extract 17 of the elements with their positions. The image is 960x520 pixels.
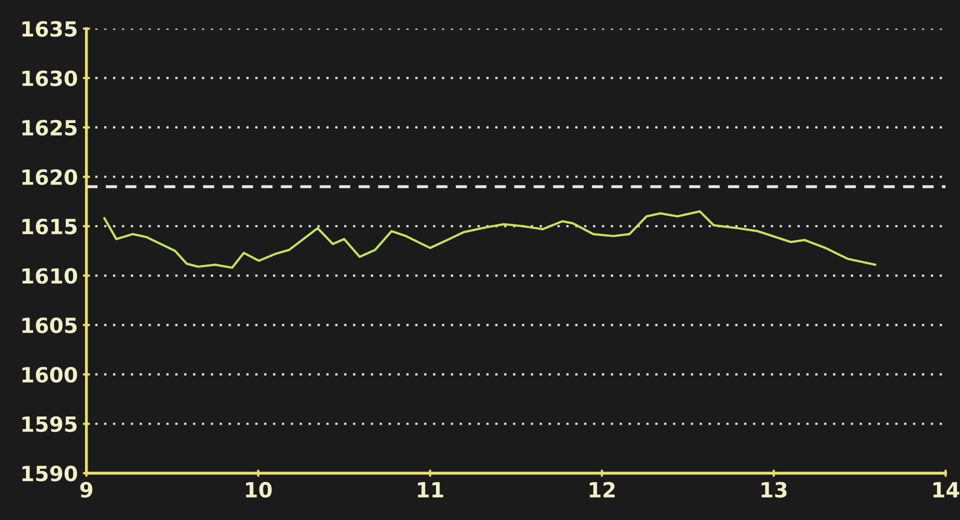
- y-tick-label: 1620: [22, 169, 78, 186]
- y-tick-label: 1590: [22, 466, 78, 482]
- y-tick-label: 1635: [22, 21, 77, 37]
- x-tick-label: 9: [80, 482, 92, 498]
- y-tick-label: 1625: [22, 120, 77, 136]
- y-tick-label: 1600: [22, 366, 78, 383]
- y-tick-label: 1630: [22, 70, 78, 86]
- y-tick-label: 1610: [22, 268, 78, 284]
- x-tick-label: 11: [418, 482, 444, 498]
- y-tick-label: 1615: [22, 218, 77, 234]
- x-tick-label: 13: [762, 482, 787, 498]
- y-tick-label: 1595: [22, 416, 77, 432]
- x-tick-label: 14: [933, 482, 960, 498]
- x-tick-label: 10: [246, 482, 272, 498]
- line-series: [103, 210, 876, 269]
- x-tick-label: 12: [590, 482, 615, 498]
- y-tick-label: 1605: [22, 317, 77, 334]
